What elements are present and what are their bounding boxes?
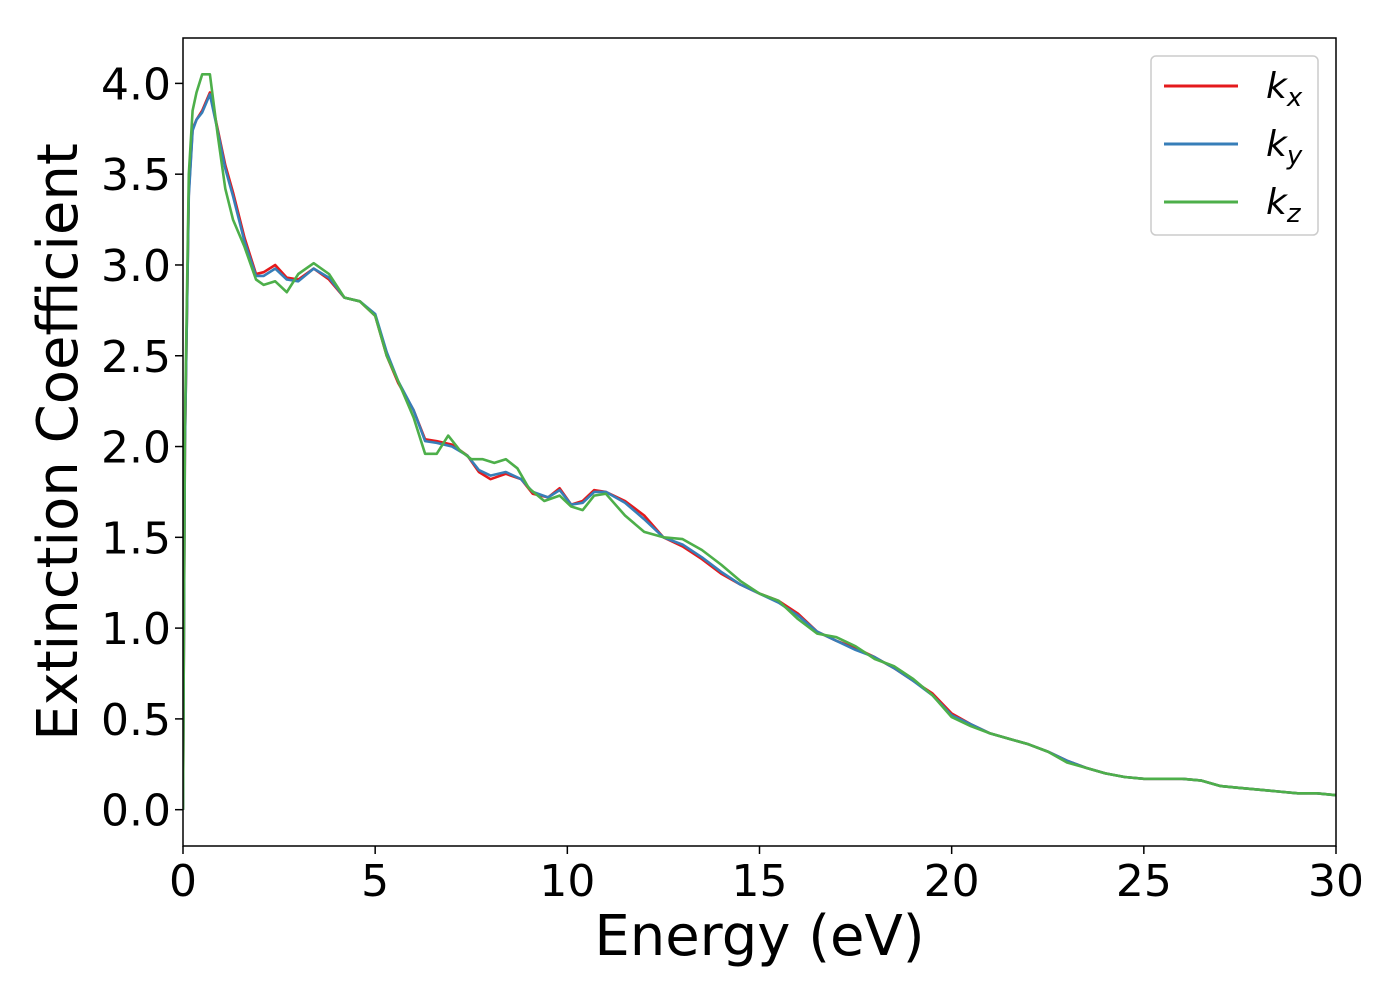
x-tick-label: 20 (924, 856, 980, 907)
y-tick-label: 2.0 (101, 423, 171, 474)
series-line-z (183, 73, 1336, 810)
legend-item-x: kx (1164, 66, 1303, 113)
legend-items: kx ky kz (1164, 66, 1303, 229)
legend-item-y: ky (1164, 124, 1303, 171)
x-axis-label: Energy (eV) (594, 904, 924, 969)
legend: kx ky kz (1150, 55, 1319, 236)
y-tick-label: 2.5 (101, 332, 171, 383)
y-tick-label: 0.5 (101, 695, 171, 746)
x-tick-label: 10 (539, 856, 595, 907)
plot-frame (182, 37, 1337, 847)
y-tick-label: 3.0 (101, 241, 171, 292)
y-tick-label: 3.5 (101, 150, 171, 201)
y-tick-label: 4.0 (101, 59, 171, 110)
legend-label: kx (1266, 66, 1303, 113)
y-axis-label: Extinction Coefficient (26, 143, 91, 741)
legend-item-z: kz (1164, 182, 1302, 229)
ticks-layer: 0 5 10 15 20 25 30 0.0 0.5 1.0 1.5 2.0 2.5 3.0 3.5 4.0 (101, 59, 1364, 907)
legend-label: ky (1266, 124, 1303, 171)
x-tick-label: 30 (1308, 856, 1364, 907)
series-layer (183, 73, 1336, 810)
y-tick-label: 0.0 (101, 786, 171, 837)
x-tick-label: 25 (1116, 856, 1172, 907)
x-tick-label: 5 (361, 856, 389, 907)
y-tick-label: 1.0 (101, 604, 171, 655)
y-tick-label: 1.5 (101, 513, 171, 564)
x-tick-label: 15 (732, 856, 788, 907)
x-tick-label: 0 (169, 856, 197, 907)
legend-label: kz (1266, 182, 1302, 229)
